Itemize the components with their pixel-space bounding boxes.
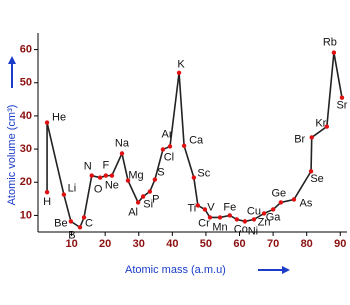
point xyxy=(61,192,67,197)
point-label: Br xyxy=(294,133,305,145)
point-label: Cr xyxy=(198,217,210,229)
point-label: Be xyxy=(54,217,67,229)
x-tick-label: 80 xyxy=(301,238,313,250)
point-label: Fe xyxy=(223,201,236,213)
point xyxy=(324,124,330,129)
point xyxy=(242,219,248,224)
point-label: He xyxy=(52,111,66,123)
point-label: F xyxy=(102,160,109,172)
point xyxy=(234,217,240,222)
point-label: Kr xyxy=(315,117,326,129)
point-label: Ar xyxy=(161,128,172,140)
x-tick-label: 60 xyxy=(233,238,245,250)
point xyxy=(339,95,345,100)
point-label: Cl xyxy=(164,151,174,163)
x-tick-label: 20 xyxy=(99,238,111,250)
point xyxy=(202,207,208,212)
point-label: V xyxy=(207,201,215,213)
point xyxy=(195,203,201,208)
point-label: Mn xyxy=(212,221,227,233)
point xyxy=(207,215,213,220)
x-axis-title: Atomic mass (a.m.u) xyxy=(125,264,226,276)
point-label: Ti xyxy=(187,202,196,214)
point xyxy=(331,50,337,55)
point xyxy=(81,215,87,220)
x-tick-label: 30 xyxy=(133,238,145,250)
point-label: O xyxy=(94,184,103,196)
x-tick-label: 50 xyxy=(200,238,212,250)
point-label: Ga xyxy=(266,211,282,223)
y-arrow-head xyxy=(8,56,16,64)
point xyxy=(125,178,131,183)
point xyxy=(191,175,197,180)
point xyxy=(140,194,146,199)
point-label: Na xyxy=(115,137,130,149)
point-label: S xyxy=(157,167,164,179)
x-tick-label: 90 xyxy=(334,238,346,250)
point xyxy=(251,217,257,222)
point-label: Rb xyxy=(323,36,337,48)
point xyxy=(147,189,153,194)
point-label: Se xyxy=(310,173,323,185)
x-tick-label: 70 xyxy=(267,238,279,250)
point xyxy=(309,135,314,140)
point-label: Al xyxy=(128,206,138,218)
point-label: C xyxy=(85,217,93,229)
point-label: Ca xyxy=(189,135,204,147)
point xyxy=(68,219,74,224)
point xyxy=(44,120,50,125)
y-tick-label: 20 xyxy=(20,176,32,188)
y-tick-label: 40 xyxy=(20,110,32,122)
point xyxy=(278,200,284,205)
point-label: Zn xyxy=(258,216,271,228)
point xyxy=(152,177,158,182)
point-label: Si xyxy=(143,198,153,210)
y-axis-title: Atomic volume (cm³) xyxy=(6,105,18,206)
point-label: Ne xyxy=(105,180,119,192)
point-label: Cu xyxy=(247,205,261,217)
point xyxy=(103,173,109,178)
y-tick-label: 60 xyxy=(20,43,32,55)
point-label: N xyxy=(84,161,92,173)
point xyxy=(217,215,223,220)
point xyxy=(176,70,182,76)
point xyxy=(160,147,166,152)
point xyxy=(77,225,83,230)
x-tick-label: 40 xyxy=(166,238,178,250)
y-tick-label: 30 xyxy=(20,143,32,155)
point-label: B xyxy=(68,229,75,241)
point xyxy=(119,151,125,156)
point-label: Ge xyxy=(271,187,286,199)
point-label: H xyxy=(43,196,51,208)
point xyxy=(308,169,314,174)
point xyxy=(167,144,173,149)
point xyxy=(261,211,267,216)
point xyxy=(227,213,232,218)
x-arrow-head xyxy=(282,266,290,274)
point xyxy=(44,190,50,195)
point-label: P xyxy=(152,193,159,205)
point-label: Li xyxy=(68,182,77,194)
y-tick-label: 10 xyxy=(20,209,32,221)
point xyxy=(291,197,297,202)
x-tick-label: 10 xyxy=(65,238,77,250)
point-label: Co xyxy=(234,223,248,235)
y-tick-label: 50 xyxy=(20,77,32,89)
point-label: Mg xyxy=(128,169,143,181)
point xyxy=(270,207,276,212)
point xyxy=(97,175,103,180)
point-label: K xyxy=(177,59,185,71)
point xyxy=(181,143,187,148)
point-label: Ni xyxy=(248,225,258,237)
point xyxy=(109,173,115,178)
point xyxy=(89,173,94,178)
point-label: As xyxy=(300,197,313,209)
point-label: Sc xyxy=(197,168,210,180)
point-label: Sr xyxy=(336,100,347,112)
point xyxy=(135,200,141,205)
